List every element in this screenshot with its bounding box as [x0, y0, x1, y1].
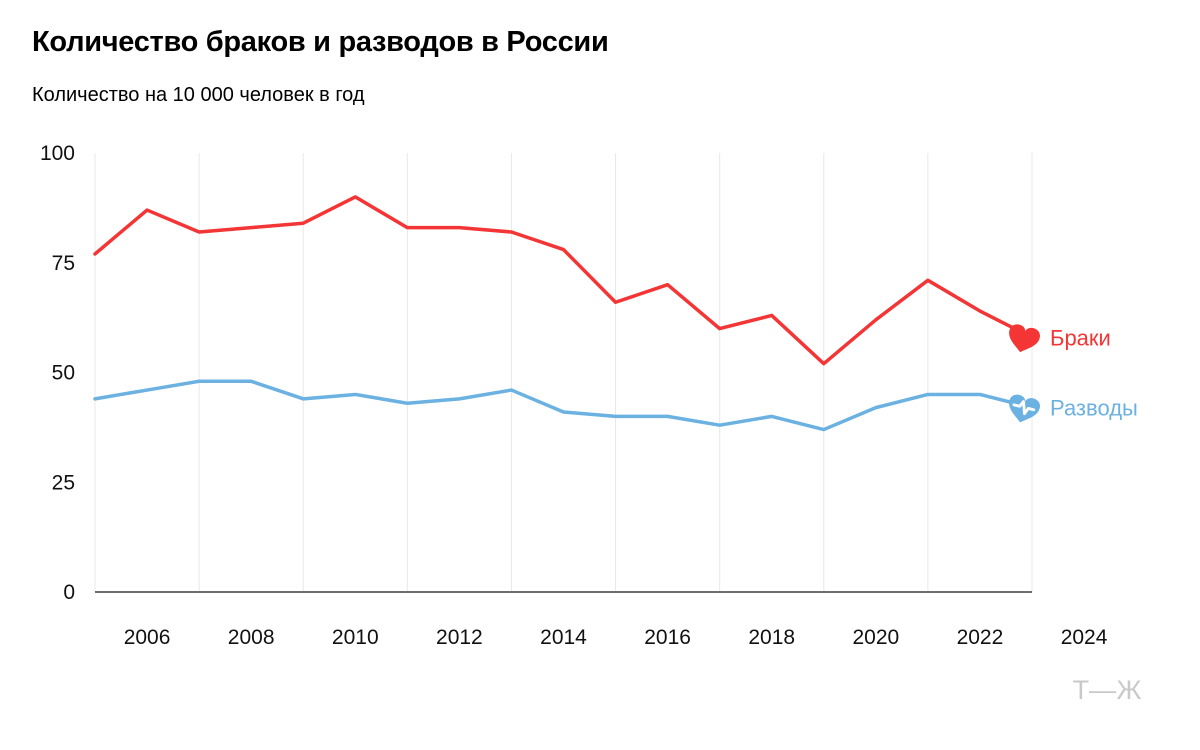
x-tick-label-2020: 2020 [852, 626, 899, 649]
divorces-heart-icon [1009, 394, 1040, 423]
x-tick-label-2014: 2014 [540, 626, 587, 649]
x-tick-label-2010: 2010 [332, 626, 379, 649]
chart-subtitle: Количество на 10 000 человек в год [32, 84, 365, 106]
pulse-line-icon [1012, 400, 1036, 416]
marriages-heart-icon [1009, 324, 1040, 353]
x-tick-label-2018: 2018 [748, 626, 795, 649]
y-tick-label-50: 50 [52, 362, 75, 385]
x-tick-label-2016: 2016 [644, 626, 691, 649]
line-chart: 0 25 50 75 100 2006 2008 2010 2012 2014 2016 2018 20… [40, 142, 1138, 649]
y-tick-label-100: 100 [40, 142, 75, 165]
series-label-divorces: Разводы [1050, 396, 1138, 421]
x-tick-label-2006: 2006 [124, 626, 171, 649]
y-tick-label-75: 75 [52, 252, 75, 275]
chart-title: Количество браков и разводов в России [32, 26, 609, 58]
series-line-marriages [93, 195, 1034, 366]
series-label-marriages: Браки [1050, 325, 1111, 350]
y-tick-label-0: 0 [63, 581, 75, 604]
x-tick-label-2022: 2022 [957, 626, 1004, 649]
x-tick-label-2008: 2008 [228, 626, 275, 649]
x-tick-label-2012: 2012 [436, 626, 483, 649]
series-line-divorces [93, 379, 1034, 432]
x-tick-label-2024: 2024 [1061, 626, 1108, 649]
y-tick-label-25: 25 [52, 471, 75, 494]
tj-logo: Т—Ж [1072, 675, 1142, 705]
